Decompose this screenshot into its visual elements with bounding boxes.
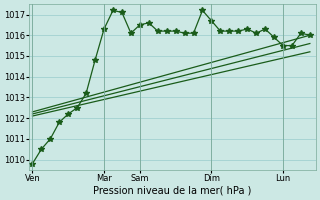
X-axis label: Pression niveau de la mer( hPa ): Pression niveau de la mer( hPa ) [93, 186, 252, 196]
